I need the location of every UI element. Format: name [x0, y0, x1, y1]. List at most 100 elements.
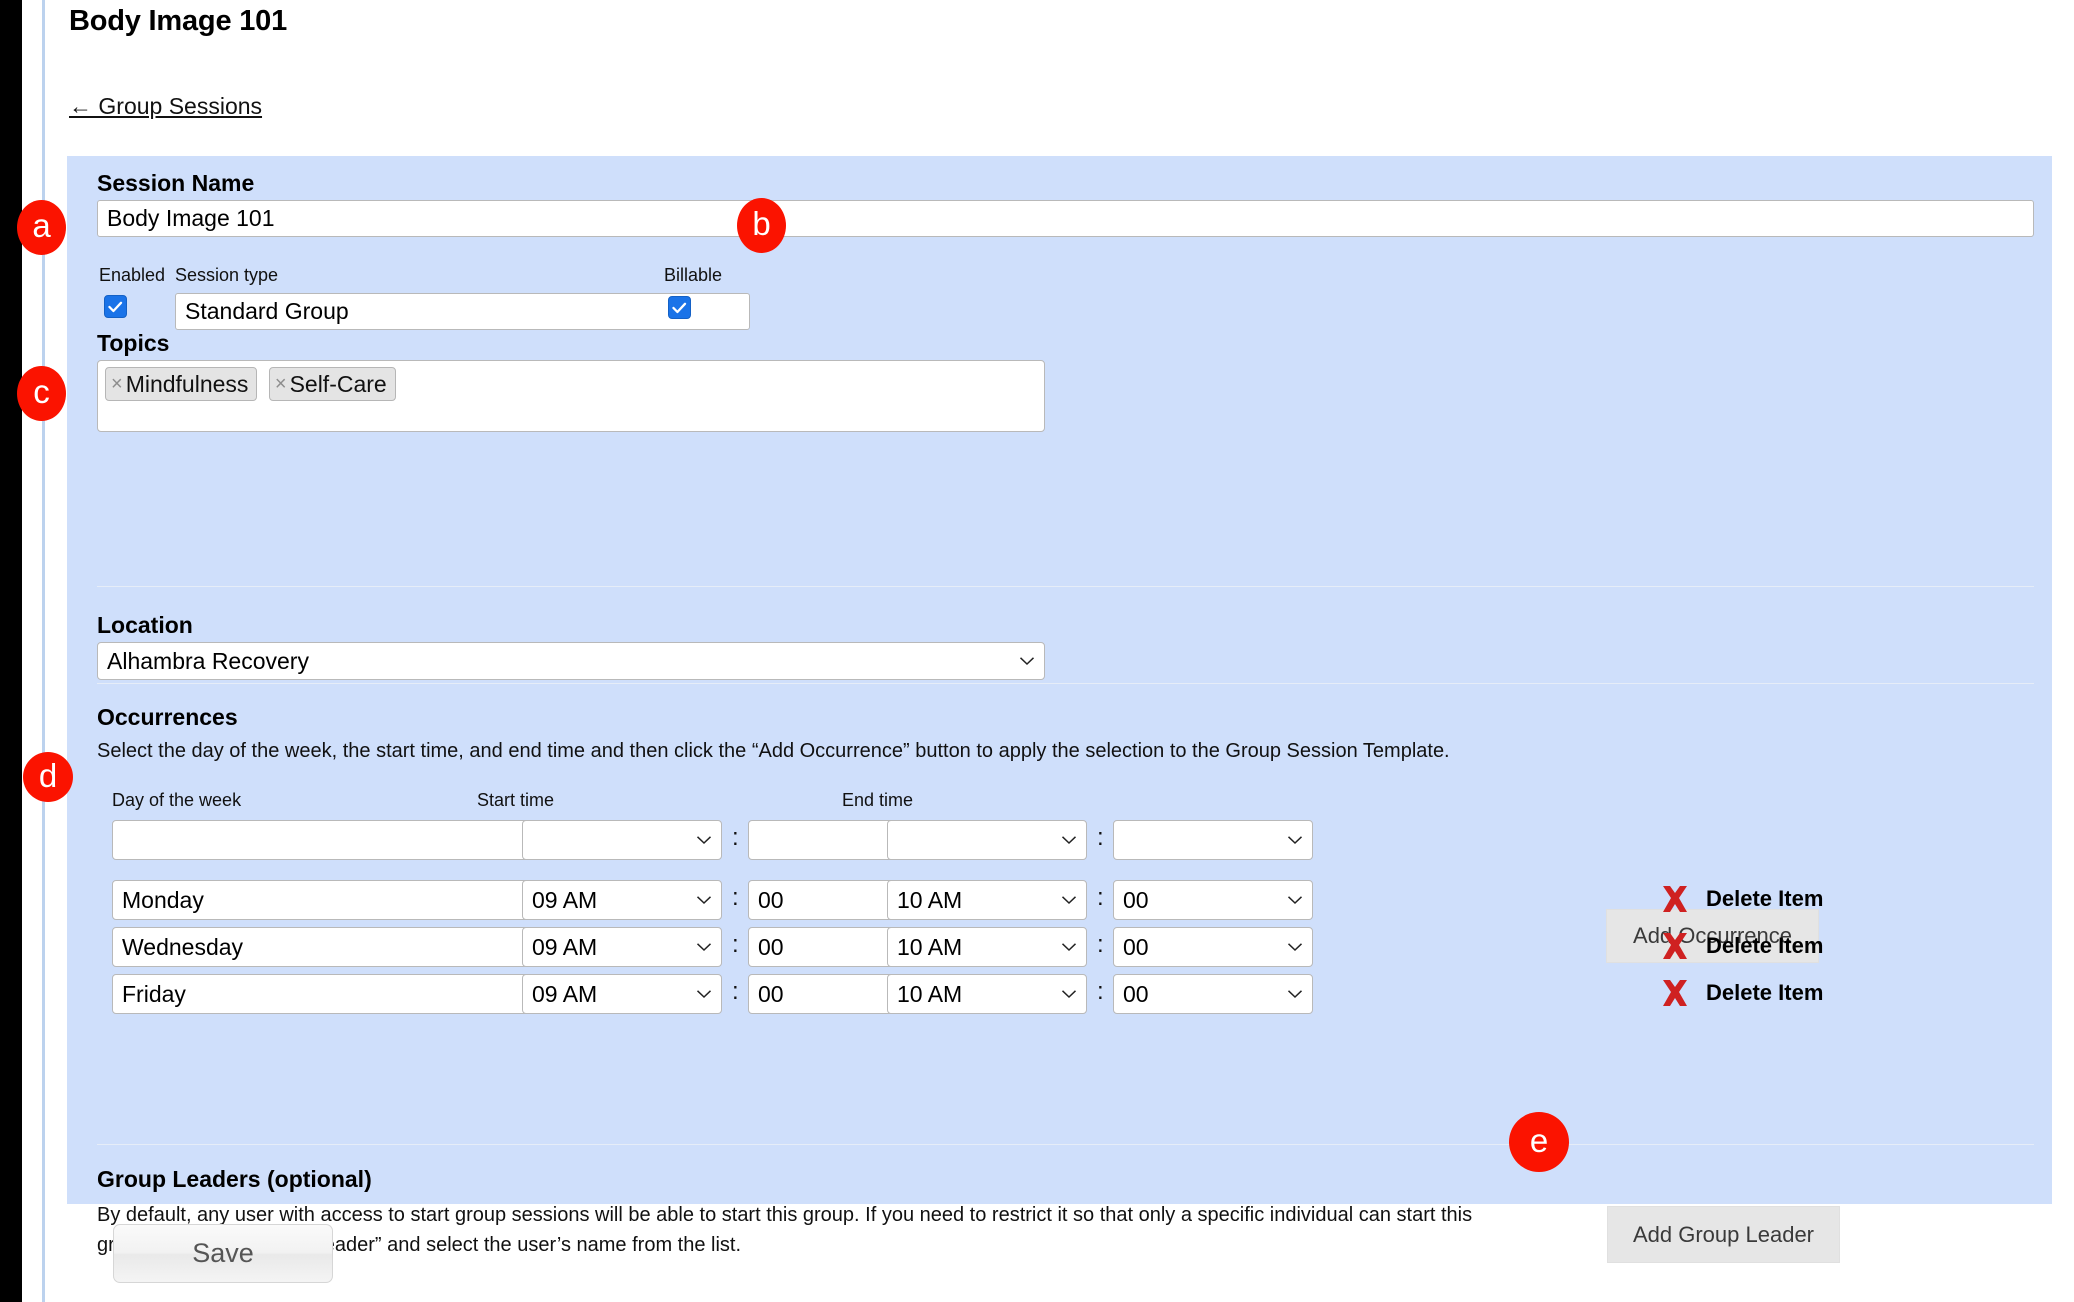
day-select[interactable]: Monday [112, 880, 558, 920]
delete-x-icon [1663, 980, 1687, 1006]
topic-chip[interactable]: × Mindfulness [105, 367, 258, 401]
chevron-down-icon [1061, 836, 1077, 845]
day-value: Wednesday [122, 933, 244, 960]
new-end-hour-select[interactable] [887, 820, 1087, 860]
check-icon [108, 301, 123, 312]
section-divider [97, 586, 2034, 587]
occurrence-row: Friday 09 AM : 00 10 AM : 00 [112, 974, 2012, 1018]
day-value: Friday [122, 980, 186, 1007]
end-minute-select[interactable]: 00 [1113, 880, 1313, 920]
location-label: Location [97, 612, 193, 638]
chevron-down-icon [1287, 896, 1303, 905]
delete-x-icon [1663, 933, 1687, 959]
topic-chip-label: Mindfulness [125, 370, 249, 397]
chevron-down-icon [1019, 657, 1035, 666]
location-selected-value: Alhambra Recovery [107, 647, 309, 674]
section-divider [97, 1144, 2034, 1145]
start-time-separator: : [732, 931, 739, 958]
start-time-separator: : [732, 884, 739, 911]
session-name-label: Session Name [97, 170, 255, 196]
window-white-margin [22, 0, 42, 1302]
end-minute-value: 00 [1123, 933, 1149, 960]
end-hour-value: 10 AM [897, 886, 963, 913]
chevron-down-icon [696, 990, 712, 999]
column-header-end: End time [842, 790, 914, 810]
topic-chip[interactable]: × Self-Care [268, 367, 396, 401]
end-hour-select[interactable]: 10 AM [887, 974, 1087, 1014]
remove-topic-icon[interactable]: × [111, 373, 123, 395]
start-hour-value: 09 AM [532, 886, 598, 913]
new-day-select[interactable] [112, 820, 558, 860]
save-button[interactable]: Save [113, 1224, 333, 1283]
session-type-label: Session type [175, 265, 279, 285]
end-minute-select[interactable]: 00 [1113, 974, 1313, 1014]
column-header-day: Day of the week [112, 790, 242, 810]
day-select[interactable]: Friday [112, 974, 558, 1014]
billable-checkbox[interactable] [668, 296, 691, 319]
end-hour-select[interactable]: 10 AM [887, 927, 1087, 967]
delete-item-label: Delete Item [1706, 933, 1824, 958]
start-minute-value: 00 [758, 886, 784, 913]
start-minute-value: 00 [758, 980, 784, 1007]
chevron-down-icon [1061, 943, 1077, 952]
topics-input[interactable]: × Mindfulness × Self-Care [97, 360, 1045, 432]
day-select[interactable]: Wednesday [112, 927, 558, 967]
end-minute-select[interactable]: 00 [1113, 927, 1313, 967]
session-form-panel: Session Name Enabled Session type Billab… [67, 156, 2052, 1263]
enabled-label: Enabled [99, 265, 166, 285]
annotation-marker-e: e [1509, 1112, 1569, 1172]
topic-chip-label: Self-Care [289, 370, 387, 397]
start-hour-select[interactable]: 09 AM [522, 927, 722, 967]
end-hour-select[interactable]: 10 AM [887, 880, 1087, 920]
content-left-border [42, 0, 45, 1302]
end-time-separator: : [1097, 931, 1104, 958]
annotation-marker-d: d [23, 752, 73, 802]
delete-item-button[interactable]: Delete Item [1658, 929, 1823, 963]
chevron-down-icon [1287, 943, 1303, 952]
chevron-down-icon [696, 836, 712, 845]
add-group-leader-button[interactable]: Add Group Leader [1607, 1206, 1840, 1263]
page-content: Body Image 101 ← Group Sessions Session … [45, 0, 2074, 1302]
chevron-down-icon [1061, 990, 1077, 999]
occurrence-row: Wednesday 09 AM : 00 10 AM : 00 [112, 927, 2012, 971]
delete-item-button[interactable]: Delete Item [1658, 882, 1823, 916]
end-time-separator: : [1097, 824, 1104, 851]
location-select[interactable]: Alhambra Recovery [97, 642, 1045, 680]
start-hour-select[interactable]: 09 AM [522, 974, 722, 1014]
end-hour-value: 10 AM [897, 980, 963, 1007]
occurrences-label: Occurrences [97, 704, 238, 730]
session-type-input[interactable] [175, 293, 750, 330]
window-left-gutter [0, 0, 22, 1302]
annotation-marker-a: a [17, 200, 66, 255]
annotation-marker-b: b [737, 198, 786, 253]
occurrence-new-row: : : [112, 820, 2012, 864]
delete-item-label: Delete Item [1706, 980, 1824, 1005]
day-value: Monday [122, 886, 204, 913]
enabled-checkbox[interactable] [104, 295, 127, 318]
start-hour-select[interactable]: 09 AM [522, 880, 722, 920]
delete-x-icon [1663, 886, 1687, 912]
chevron-down-icon [1287, 836, 1303, 845]
group-leaders-label: Group Leaders (optional) [97, 1166, 372, 1192]
delete-item-button[interactable]: Delete Item [1658, 976, 1823, 1010]
add-occurrence-button[interactable]: Add Occurrence [1606, 909, 1819, 963]
delete-item-label: Delete Item [1706, 886, 1824, 911]
new-end-minute-select[interactable] [1113, 820, 1313, 860]
annotation-marker-c: c [17, 366, 66, 421]
billable-label: Billable [664, 265, 723, 285]
start-hour-value: 09 AM [532, 933, 598, 960]
chevron-down-icon [1287, 990, 1303, 999]
topics-label: Topics [97, 330, 170, 356]
end-hour-value: 10 AM [897, 933, 963, 960]
session-name-input[interactable] [97, 200, 2034, 237]
start-time-separator: : [732, 978, 739, 1005]
end-time-separator: : [1097, 884, 1104, 911]
new-start-hour-select[interactable] [522, 820, 722, 860]
start-minute-value: 00 [758, 933, 784, 960]
end-time-separator: : [1097, 978, 1104, 1005]
column-header-start: Start time [477, 790, 555, 810]
remove-topic-icon[interactable]: × [274, 373, 287, 395]
end-minute-value: 00 [1123, 980, 1149, 1007]
end-minute-value: 00 [1123, 886, 1149, 913]
back-to-group-sessions-link[interactable]: ← Group Sessions [69, 93, 263, 119]
